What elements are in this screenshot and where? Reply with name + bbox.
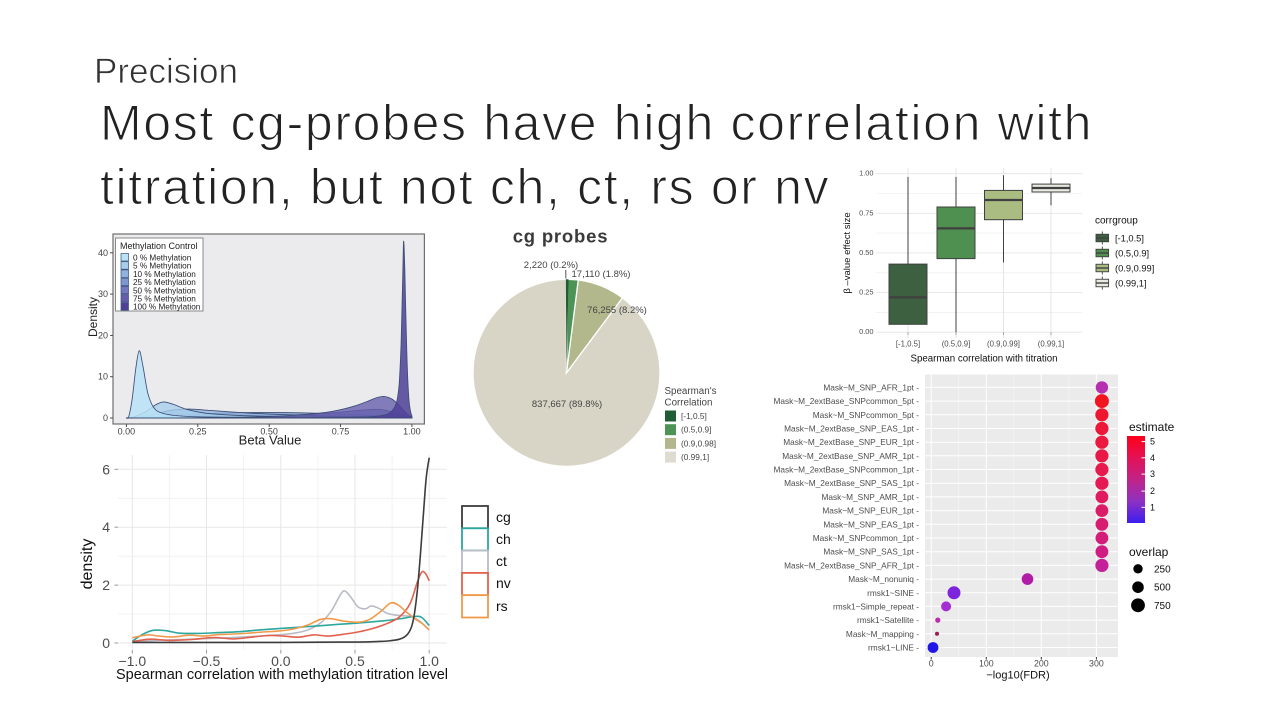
svg-text:40: 40 bbox=[98, 248, 108, 258]
svg-text:0 % Methylation: 0 % Methylation bbox=[133, 254, 192, 263]
svg-text:Spearman correlation with titr: Spearman correlation with titration bbox=[911, 354, 1058, 365]
svg-text:Beta Value: Beta Value bbox=[239, 433, 302, 448]
svg-text:5 % Methylation: 5 % Methylation bbox=[133, 262, 192, 271]
svg-text:ch: ch bbox=[496, 531, 511, 547]
svg-text:Mask~M_2extBase_SNPcommon_1pt: Mask~M_2extBase_SNPcommon_1pt - bbox=[774, 465, 920, 475]
svg-text:837,667 (89.8%): 837,667 (89.8%) bbox=[532, 399, 602, 410]
svg-text:2,220 (0.2%): 2,220 (0.2%) bbox=[524, 260, 578, 271]
svg-text:overlap: overlap bbox=[1129, 545, 1169, 559]
svg-text:0: 0 bbox=[103, 413, 108, 423]
svg-text:300: 300 bbox=[1089, 659, 1104, 669]
svg-text:rmsk1~LINE -: rmsk1~LINE - bbox=[868, 643, 919, 653]
svg-text:0.5: 0.5 bbox=[345, 653, 365, 669]
svg-text:0: 0 bbox=[102, 635, 110, 651]
svg-text:−0.5: −0.5 bbox=[193, 653, 221, 669]
svg-text:β –value effect size: β –value effect size bbox=[842, 212, 853, 293]
svg-text:2: 2 bbox=[1150, 486, 1155, 496]
svg-text:1.00: 1.00 bbox=[403, 427, 421, 437]
svg-text:0.00: 0.00 bbox=[859, 327, 873, 336]
svg-text:Mask~M_2extBase_SNP_SAS_1pt -: Mask~M_2extBase_SNP_SAS_1pt - bbox=[784, 478, 919, 488]
svg-text:1.0: 1.0 bbox=[419, 653, 439, 669]
svg-text:Mask~M_2extBase_SNPcommon_5pt: Mask~M_2extBase_SNPcommon_5pt - bbox=[774, 396, 920, 406]
svg-text:Methylation Control: Methylation Control bbox=[120, 241, 198, 251]
svg-text:750: 750 bbox=[1154, 601, 1171, 612]
svg-text:5: 5 bbox=[1150, 437, 1155, 447]
svg-text:(0.5,0.9]: (0.5,0.9] bbox=[1115, 248, 1149, 258]
svg-text:[-1,0.5]: [-1,0.5] bbox=[896, 340, 920, 349]
svg-text:Mask~M_SNP_AMR_1pt -: Mask~M_SNP_AMR_1pt - bbox=[821, 492, 919, 502]
svg-text:4: 4 bbox=[1150, 453, 1155, 463]
svg-text:10 % Methylation: 10 % Methylation bbox=[133, 270, 196, 279]
svg-text:17,110 (1.8%): 17,110 (1.8%) bbox=[572, 269, 631, 280]
svg-text:1: 1 bbox=[1150, 502, 1155, 512]
svg-text:75 % Methylation: 75 % Methylation bbox=[133, 295, 196, 304]
svg-text:Mask~M_SNPcommon_1pt -: Mask~M_SNPcommon_1pt - bbox=[813, 533, 920, 543]
svg-text:76,255 (8.2%): 76,255 (8.2%) bbox=[587, 305, 647, 316]
svg-text:250: 250 bbox=[1154, 564, 1171, 575]
svg-text:−log10(FDR): −log10(FDR) bbox=[986, 670, 1049, 682]
svg-text:ct: ct bbox=[496, 553, 507, 569]
svg-text:(0.5,0.9]: (0.5,0.9] bbox=[681, 425, 711, 435]
svg-text:rs: rs bbox=[496, 598, 508, 614]
svg-text:estimate: estimate bbox=[1129, 420, 1175, 434]
svg-text:500: 500 bbox=[1154, 583, 1171, 594]
svg-text:10: 10 bbox=[98, 372, 108, 382]
svg-text:Mask~M_SNP_SAS_1pt -: Mask~M_SNP_SAS_1pt - bbox=[823, 547, 919, 557]
svg-text:0.50: 0.50 bbox=[859, 248, 873, 257]
svg-text:50 % Methylation: 50 % Methylation bbox=[133, 286, 196, 295]
svg-text:cg probes: cg probes bbox=[513, 226, 609, 247]
svg-text:100 % Methylation: 100 % Methylation bbox=[133, 303, 201, 312]
svg-text:20: 20 bbox=[98, 330, 108, 340]
svg-text:200: 200 bbox=[1034, 659, 1049, 669]
svg-text:(0.9,0.99]: (0.9,0.99] bbox=[987, 340, 1020, 349]
svg-text:Spearman's: Spearman's bbox=[665, 386, 717, 397]
svg-text:Mask~M_2extBase_SNP_EAS_1pt -: Mask~M_2extBase_SNP_EAS_1pt - bbox=[784, 424, 919, 434]
svg-text:(0.99,1]: (0.99,1] bbox=[1038, 340, 1064, 349]
svg-text:Mask~M_nonuniq -: Mask~M_nonuniq - bbox=[848, 574, 919, 584]
svg-text:[-1,0.5]: [-1,0.5] bbox=[681, 411, 707, 421]
svg-text:100: 100 bbox=[979, 659, 994, 669]
svg-text:(0.5,0.9]: (0.5,0.9] bbox=[942, 340, 971, 349]
svg-text:0.75: 0.75 bbox=[859, 208, 873, 217]
svg-text:2: 2 bbox=[102, 577, 110, 593]
svg-text:Mask~M_2extBase_SNP_AMR_1pt -: Mask~M_2extBase_SNP_AMR_1pt - bbox=[782, 451, 919, 461]
svg-text:rmsk1~Simple_repeat -: rmsk1~Simple_repeat - bbox=[833, 601, 919, 611]
svg-text:Spearman correlation with meth: Spearman correlation with methylation ti… bbox=[116, 667, 448, 683]
svg-text:corrgroup: corrgroup bbox=[1095, 216, 1138, 227]
svg-text:−1.0: −1.0 bbox=[118, 653, 146, 669]
svg-text:(0.9,0.99]: (0.9,0.99] bbox=[1115, 263, 1154, 273]
svg-text:0.00: 0.00 bbox=[118, 427, 136, 437]
svg-text:Mask~M_SNP_AFR_1pt -: Mask~M_SNP_AFR_1pt - bbox=[823, 382, 919, 392]
svg-text:6: 6 bbox=[102, 461, 110, 477]
svg-text:Mask~M_2extBase_SNP_AFR_1pt -: Mask~M_2extBase_SNP_AFR_1pt - bbox=[784, 560, 919, 570]
svg-text:30: 30 bbox=[98, 289, 108, 299]
svg-text:Density: Density bbox=[88, 297, 100, 337]
svg-text:0.75: 0.75 bbox=[332, 427, 350, 437]
svg-text:4: 4 bbox=[102, 519, 110, 535]
svg-text:[-1,0.5]: [-1,0.5] bbox=[1115, 233, 1144, 243]
svg-text:(0.9,0.98]: (0.9,0.98] bbox=[681, 438, 716, 448]
svg-text:1.00: 1.00 bbox=[859, 169, 873, 178]
svg-text:nv: nv bbox=[496, 575, 511, 591]
svg-text:0.0: 0.0 bbox=[271, 653, 291, 669]
svg-text:0.25: 0.25 bbox=[859, 288, 873, 297]
svg-text:0: 0 bbox=[929, 659, 934, 669]
svg-text:Mask~M_2extBase_SNP_EUR_1pt -: Mask~M_2extBase_SNP_EUR_1pt - bbox=[783, 437, 919, 447]
svg-text:rmsk1~SINE -: rmsk1~SINE - bbox=[867, 588, 919, 598]
svg-text:cg: cg bbox=[496, 509, 511, 525]
svg-text:(0.99,1]: (0.99,1] bbox=[681, 452, 709, 462]
svg-text:density: density bbox=[79, 539, 96, 590]
svg-text:3: 3 bbox=[1150, 469, 1155, 479]
svg-text:rmsk1~Satellite -: rmsk1~Satellite - bbox=[857, 615, 919, 625]
svg-text:Mask~M_SNPcommon_5pt -: Mask~M_SNPcommon_5pt - bbox=[813, 410, 920, 420]
svg-text:Mask~M_SNP_EAS_1pt -: Mask~M_SNP_EAS_1pt - bbox=[823, 519, 919, 529]
svg-text:0.25: 0.25 bbox=[189, 427, 207, 437]
svg-text:Mask~M_SNP_EUR_1pt -: Mask~M_SNP_EUR_1pt - bbox=[822, 506, 919, 516]
svg-text:Mask~M_mapping -: Mask~M_mapping - bbox=[846, 629, 919, 639]
svg-text:0.50: 0.50 bbox=[260, 427, 278, 437]
svg-text:(0.99,1]: (0.99,1] bbox=[1115, 278, 1147, 288]
svg-text:Correlation: Correlation bbox=[665, 398, 713, 409]
svg-text:25 % Methylation: 25 % Methylation bbox=[133, 278, 196, 287]
